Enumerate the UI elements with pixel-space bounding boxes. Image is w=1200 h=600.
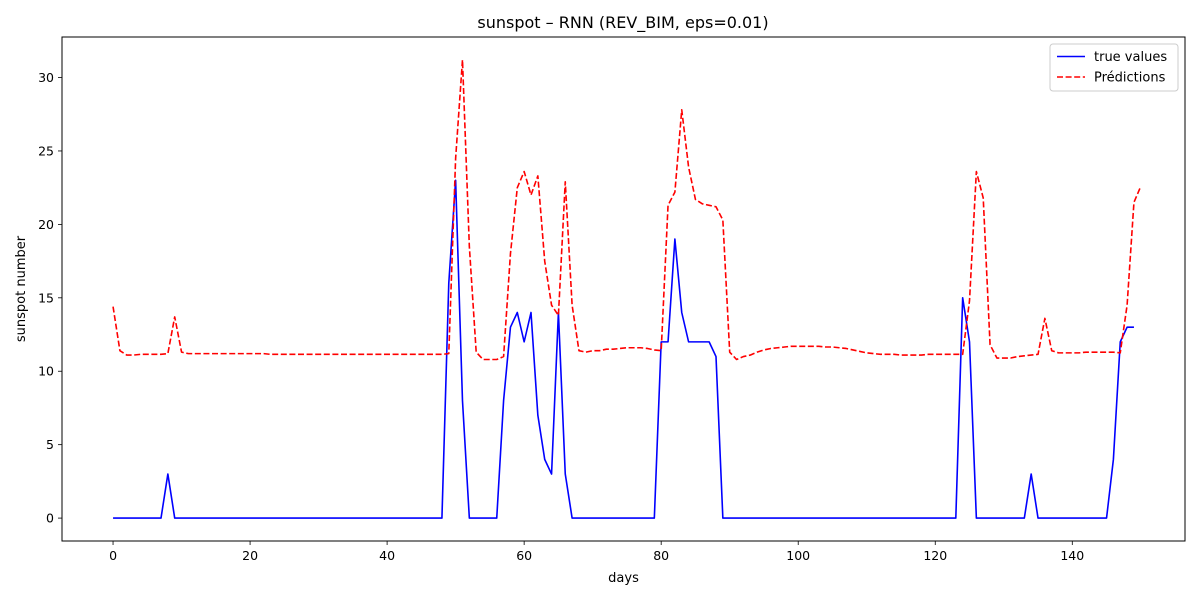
x-tick-label: 40	[379, 548, 395, 563]
legend: true values Prédictions	[1049, 43, 1179, 92]
x-tick-label: 80	[653, 548, 669, 563]
legend-label-predictions: Prédictions	[1094, 71, 1166, 86]
series-layer	[112, 59, 1142, 519]
x-tick-label: 20	[242, 548, 258, 563]
chart-title: sunspot – RNN (REV_BIM, eps=0.01)	[477, 13, 768, 33]
plot-frame	[61, 36, 1186, 542]
y-tick-label: 0	[46, 511, 54, 526]
x-tick-label: 120	[923, 548, 947, 563]
y-axis-label: sunspot number	[14, 235, 29, 342]
y-tick-label: 30	[38, 70, 54, 85]
series-line-true-values	[113, 179, 1134, 519]
x-axis: 0 20 40 60 80 100 120 140	[109, 541, 1084, 563]
y-tick-label: 5	[46, 437, 54, 452]
x-tick-label: 0	[109, 548, 117, 563]
legend-label-true-values: true values	[1094, 50, 1167, 65]
y-tick-label: 20	[38, 217, 54, 232]
y-axis: 0 5 10 15 20 25 30	[38, 70, 62, 526]
y-tick-label: 10	[38, 364, 54, 379]
x-tick-label: 140	[1060, 548, 1084, 563]
x-tick-label: 100	[786, 548, 810, 563]
x-tick-label: 60	[516, 548, 532, 563]
y-tick-label: 25	[38, 143, 54, 158]
y-tick-label: 15	[38, 290, 54, 305]
x-axis-label: days	[608, 571, 639, 586]
series-line-predictions	[112, 59, 1142, 361]
